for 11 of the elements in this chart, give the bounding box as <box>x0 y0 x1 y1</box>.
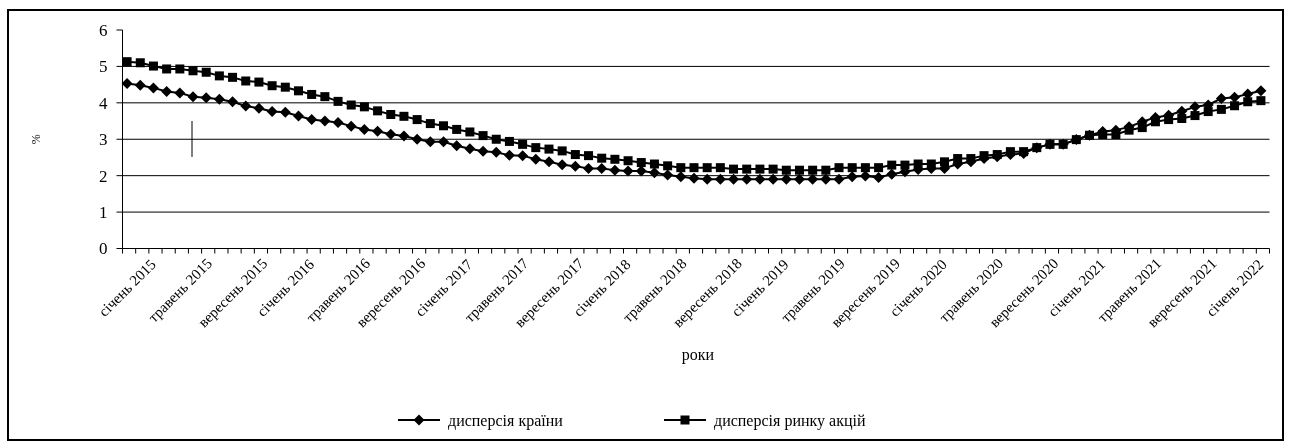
legend-label: дисперсія країни <box>448 411 564 430</box>
y-tick-label: 2 <box>99 166 108 186</box>
y-tick-label: 1 <box>99 203 108 223</box>
y-axis-title: % <box>29 134 43 145</box>
y-tick-label: 4 <box>99 93 108 113</box>
y-tick-label: 0 <box>99 239 108 259</box>
y-tick-label: 6 <box>99 20 108 40</box>
y-tick-label: 5 <box>99 57 108 77</box>
legend-label: дисперсія ринку акцій <box>714 411 866 430</box>
y-tick-label: 3 <box>99 130 108 150</box>
x-axis-title: роки <box>681 346 715 364</box>
